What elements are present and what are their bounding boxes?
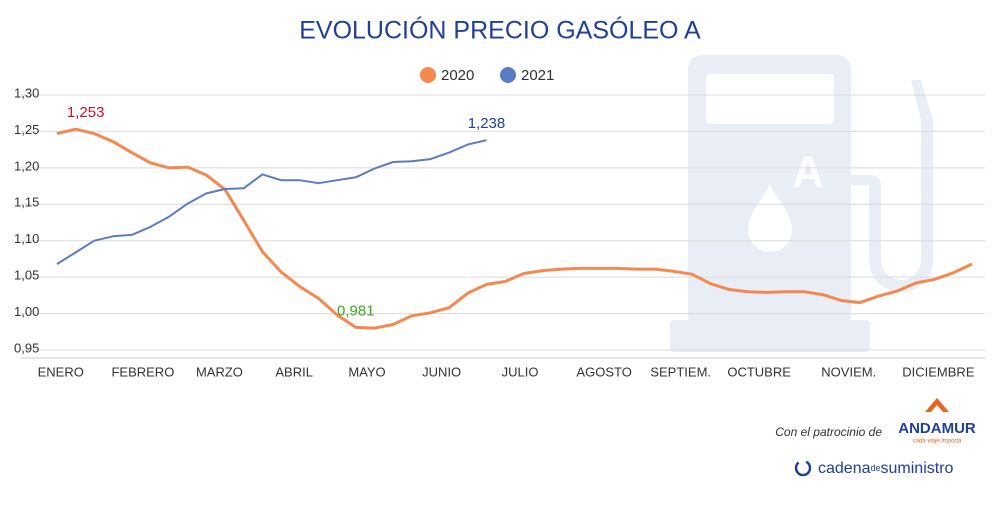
publisher-name: cadenadesuministro [818,460,954,477]
series-line [56,127,973,330]
y-tick-label: 1,05 [14,268,39,283]
y-tick-label: 1,20 [14,158,39,173]
chart-title: EVOLUCIÓN PRECIO GASÓLEO A [299,16,701,45]
data-label: 1,238 [468,115,506,132]
publisher-logo [794,459,812,477]
x-tick-label: MAYO [348,364,385,379]
sponsor-text: Con el patrocinio de [775,425,882,439]
data-label: 0,981 [337,302,375,319]
pump-letter: A [792,148,824,197]
drop-icon [748,185,792,252]
x-tick-label: DICIEMBRE [902,364,975,379]
x-tick-label: OCTUBRE [727,364,791,379]
series-line [56,139,487,265]
data-label: 1,253 [67,104,105,121]
publisher-part: de [871,463,881,473]
y-tick-label: 1,30 [14,85,39,100]
y-tick-label: 0,95 [14,340,39,355]
legend-label: 2021 [521,67,554,84]
publisher-part: suministro [881,460,954,477]
legend-label: 2020 [441,67,474,84]
y-tick-label: 1,00 [14,304,39,319]
legend-marker [420,67,436,83]
pump-base [670,320,870,352]
x-tick-label: ENERO [38,364,84,379]
sponsor-name: ANDAMUR [898,420,976,437]
sponsor-tagline: cada viaje importa [913,439,962,445]
y-tick-label: 1,25 [14,122,39,137]
sponsor-logo [925,398,949,412]
legend-marker [500,67,516,83]
pump-watermark: A [670,55,933,352]
y-tick-label: 1,10 [14,231,39,246]
x-tick-label: ABRIL [275,364,313,379]
x-tick-label: JUNIO [422,364,461,379]
x-tick-label: MARZO [196,364,243,379]
pump-hose [851,80,933,292]
x-tick-label: AGOSTO [576,364,631,379]
y-tick-label: 1,15 [14,195,39,210]
x-tick-label: FEBRERO [111,364,174,379]
x-tick-label: NOVIEM. [821,364,876,379]
pump-screen [706,74,834,124]
x-tick-label: JULIO [502,364,539,379]
plot-area: 0,95 1,00 1,05 1,10 1,15 1,20 1,25 1,30 ENERO FEB… [14,67,985,379]
publisher-part: cadena [818,460,871,477]
x-tick-label: SEPTIEM. [650,364,711,379]
